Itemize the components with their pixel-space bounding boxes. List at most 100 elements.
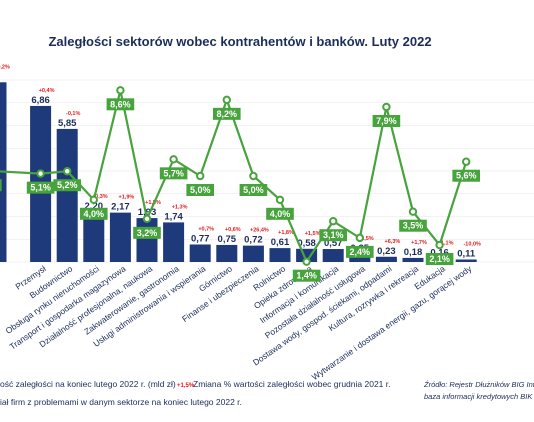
share-label-box <box>372 114 401 127</box>
legend-share-text: iał firm z problemami w danym sektorze n… <box>0 397 242 407</box>
legend-change-text: Zmiana % wartości zaległości wobec grudn… <box>193 379 391 389</box>
share-point <box>302 257 311 266</box>
change-label: -0,1% <box>66 111 80 117</box>
bar-value-label: 0,16 <box>430 247 449 258</box>
bar-value-label: 0,61 <box>271 237 290 248</box>
share-line: %5,1%5,2%4,0%8,6%3,2%5,7%5,0%8,2%5,0%4,0… <box>0 86 480 282</box>
share-label-box <box>106 98 135 111</box>
bar-value-label: 1,93 <box>138 207 157 218</box>
share-label-box <box>0 179 2 192</box>
bar <box>83 211 105 262</box>
share-point <box>62 167 72 176</box>
bar-value-label: 6,86 <box>31 95 50 106</box>
share-label-box <box>186 184 214 196</box>
bar-value-label: 0,57 <box>324 238 343 249</box>
change-label: +26,4% <box>250 228 269 234</box>
share-label: 5,0% <box>243 185 264 195</box>
bar-value-label: 0,72 <box>244 235 263 246</box>
change-label: +2,5% <box>358 236 374 242</box>
share-point <box>329 217 338 226</box>
share-point <box>382 102 391 112</box>
share-point <box>355 233 364 243</box>
bar <box>242 245 264 262</box>
share-label-box <box>425 253 454 266</box>
share-point <box>222 95 232 105</box>
bar-value-label: 0,18 <box>404 247 423 258</box>
change-label: +1,7% <box>411 240 427 246</box>
bar-value-labels: 66,865,852,202,171,931,740,770,750,720,6… <box>31 95 476 260</box>
share-point <box>89 195 99 205</box>
bar-value-label: 5,85 <box>58 118 77 129</box>
change-label: +0,3% <box>92 194 108 200</box>
bar <box>216 244 238 262</box>
share-label-box <box>452 169 480 182</box>
share-point <box>275 195 285 205</box>
bar <box>322 249 344 262</box>
bar-value-label: 0,75 <box>218 234 237 245</box>
share-label-box <box>319 229 347 242</box>
share-label: 5,7% <box>163 168 184 178</box>
share-label: 5,0% <box>190 185 211 195</box>
share-label: 8,2% <box>217 109 238 119</box>
share-point <box>36 169 45 178</box>
change-label: +0,2% <box>0 64 10 70</box>
legend: ość zaległości na koniec lutego 2022 r. … <box>0 379 391 407</box>
change-label: +1,1% <box>438 240 454 246</box>
share-label-box <box>213 107 241 120</box>
share-label-box <box>159 167 188 180</box>
bar <box>56 128 78 262</box>
change-label: -10,0% <box>463 241 481 247</box>
bar-value-label: 0,77 <box>191 233 210 244</box>
share-label: 8,6% <box>110 99 131 109</box>
share-label-box <box>399 219 427 232</box>
chart-title: Zaległości sektorów wobec kontrahentów i… <box>48 34 431 49</box>
share-label-box <box>133 226 161 239</box>
share-point <box>408 207 418 216</box>
share-point <box>116 86 125 95</box>
share-label-box <box>53 179 81 192</box>
share-point <box>435 240 444 250</box>
bar-value-label: 0,23 <box>377 246 396 257</box>
share-label-box <box>80 207 108 220</box>
share-point <box>169 155 178 164</box>
share-point <box>462 157 471 166</box>
change-label: +1,8% <box>278 230 294 236</box>
change-label: +1,5% <box>305 231 321 237</box>
share-label: 2,4% <box>350 247 371 257</box>
share-point <box>249 171 258 181</box>
share-label: 5,1% <box>30 183 51 193</box>
bars <box>0 82 477 263</box>
change-label: +0,7% <box>198 226 214 232</box>
share-point <box>196 171 205 181</box>
legend-change-marker: +1,5% <box>177 383 195 389</box>
share-label: 1,4% <box>296 271 317 281</box>
bar <box>136 218 158 262</box>
share-label: 5,2% <box>57 180 78 190</box>
share-point <box>142 214 152 224</box>
source-line-1: Źródło: Rejestr Dłużników BIG InfoM <box>423 380 534 389</box>
share-label: 2,1% <box>429 254 450 264</box>
change-label: +6,3% <box>385 239 401 245</box>
bar <box>375 256 397 262</box>
share-label: 5,6% <box>456 171 477 181</box>
change-label: +0,4% <box>39 88 55 94</box>
bar-value-label: 2,20 <box>85 201 104 212</box>
legend-value-text: ość zaległości na koniec lutego 2022 r. … <box>0 379 176 389</box>
bar <box>402 257 424 262</box>
share-label: 4,0% <box>84 209 105 219</box>
share-label-box <box>346 245 374 258</box>
bar-value-label: 0,11 <box>457 248 476 259</box>
change-label: +1,9% <box>119 195 135 201</box>
change-label: +0,6% <box>225 227 241 233</box>
share-label-box <box>292 269 321 282</box>
bar-value-label: 2,17 <box>111 202 130 213</box>
share-label-box <box>26 181 55 194</box>
change-label: +1,3% <box>172 204 188 210</box>
share-label: 3,5% <box>403 221 424 231</box>
bar <box>269 248 291 262</box>
bar <box>189 244 211 262</box>
bar-value-label: 0,58 <box>297 238 316 249</box>
bar-value-label: 1,74 <box>164 211 183 222</box>
